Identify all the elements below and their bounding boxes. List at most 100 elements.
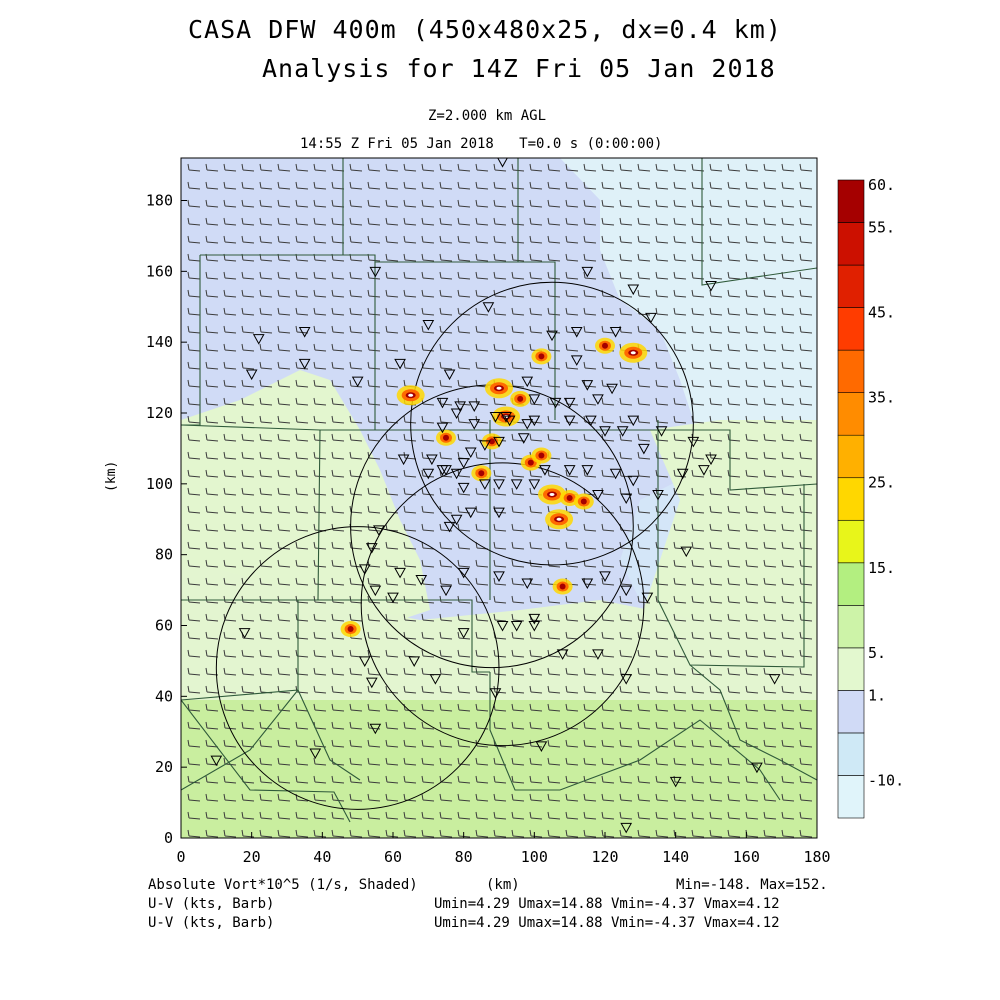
wind-barb xyxy=(601,199,615,208)
wind-barb xyxy=(493,793,507,802)
wind-barb xyxy=(313,271,327,280)
wind-barb xyxy=(205,631,219,640)
wind-barb xyxy=(709,361,723,370)
station-marker xyxy=(457,458,470,469)
wind-barb xyxy=(799,577,813,586)
station-marker xyxy=(616,426,629,437)
wind-barb xyxy=(763,235,777,244)
wind-barb xyxy=(385,271,399,280)
wind-barb xyxy=(403,595,417,604)
wind-barb xyxy=(223,397,237,406)
wind-barb xyxy=(799,451,813,460)
wind-barb xyxy=(511,289,525,298)
wind-barb xyxy=(457,721,471,730)
wind-barb xyxy=(277,325,291,334)
wind-barb xyxy=(349,361,363,370)
wind-barb xyxy=(457,613,471,622)
y-tick-label: 60 xyxy=(155,617,173,635)
wind-barb xyxy=(655,829,669,838)
wind-barb xyxy=(349,757,363,766)
wind-barb xyxy=(439,595,453,604)
wind-barb xyxy=(349,667,363,676)
wind-barb xyxy=(691,325,705,334)
wind-barb xyxy=(745,289,759,298)
wind-barb xyxy=(763,811,777,820)
wind-barb xyxy=(295,559,309,568)
time-label: 14:55 Z Fri 05 Jan 2018 T=0.0 s (0:00:00… xyxy=(300,136,663,152)
wind-barb xyxy=(493,559,507,568)
wind-barb xyxy=(637,649,651,658)
wind-barb xyxy=(781,703,795,712)
wind-barb xyxy=(601,415,615,424)
wind-barb xyxy=(583,361,597,370)
wind-barb xyxy=(367,595,381,604)
wind-barb xyxy=(475,199,489,208)
wind-barb xyxy=(745,811,759,820)
wind-barb xyxy=(583,613,597,622)
wind-barb xyxy=(583,469,597,478)
wind-barb xyxy=(331,199,345,208)
wind-barb xyxy=(745,469,759,478)
wind-barb xyxy=(673,217,687,226)
wind-barb xyxy=(205,379,219,388)
wind-barb xyxy=(799,757,813,766)
wind-barb xyxy=(511,721,525,730)
station-marker xyxy=(450,514,463,526)
wind-barb xyxy=(349,685,363,694)
wind-barb xyxy=(457,523,471,532)
wind-barb xyxy=(331,451,345,460)
wind-barb xyxy=(709,307,723,316)
wind-barb xyxy=(367,163,381,172)
wind-barb xyxy=(403,289,417,298)
wind-barb xyxy=(205,541,219,550)
wind-barb xyxy=(259,397,273,406)
wind-barb xyxy=(673,307,687,316)
wind-barb xyxy=(583,829,597,838)
wind-barb xyxy=(529,199,543,208)
wind-barb xyxy=(259,487,273,496)
wind-barb xyxy=(673,721,687,730)
wind-barb xyxy=(295,163,309,172)
wind-barb xyxy=(511,649,525,658)
wind-barb xyxy=(763,181,777,190)
wind-barb xyxy=(511,595,525,604)
wind-barb xyxy=(745,577,759,586)
wind-barb xyxy=(601,631,615,640)
wind-barb xyxy=(799,181,813,190)
wind-barb xyxy=(493,523,507,532)
wind-barb xyxy=(421,793,435,802)
wind-barb xyxy=(331,181,345,190)
wind-barb xyxy=(655,289,669,298)
wind-barb xyxy=(187,685,201,694)
station-marker xyxy=(581,578,594,590)
wind-barb xyxy=(187,415,201,424)
wind-barb xyxy=(619,163,633,172)
wind-barb xyxy=(277,523,291,532)
wind-barb xyxy=(655,811,669,820)
wind-barb xyxy=(547,595,561,604)
wind-barb xyxy=(727,631,741,640)
station-marker xyxy=(627,415,640,427)
y-tick-label: 0 xyxy=(164,829,173,847)
wind-barb xyxy=(475,685,489,694)
colorbar-swatch xyxy=(837,562,865,606)
wind-barb xyxy=(583,757,597,766)
wind-barb xyxy=(493,649,507,658)
wind-barb xyxy=(205,793,219,802)
wind-barb xyxy=(799,343,813,352)
wind-barb xyxy=(781,577,795,586)
x-tick-label: 120 xyxy=(591,848,618,866)
wind-barb xyxy=(619,181,633,190)
wind-barb xyxy=(457,775,471,784)
wind-barb xyxy=(187,631,201,640)
colorbar-swatch xyxy=(837,605,865,649)
wind-barb xyxy=(547,433,561,442)
wind-barb xyxy=(295,217,309,226)
station-marker xyxy=(599,426,611,437)
wind-barb xyxy=(637,739,651,748)
wind-barb xyxy=(475,793,489,802)
wind-barb xyxy=(727,289,741,298)
wind-barb xyxy=(673,325,687,334)
wind-barb xyxy=(799,685,813,694)
wind-barb xyxy=(655,433,669,442)
